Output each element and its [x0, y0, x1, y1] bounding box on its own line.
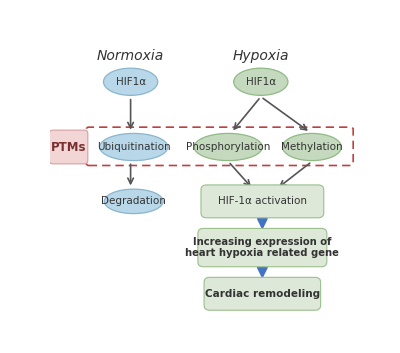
Text: Methylation: Methylation: [281, 142, 343, 152]
Text: Cardiac remodeling: Cardiac remodeling: [205, 289, 320, 299]
FancyBboxPatch shape: [49, 130, 88, 164]
Text: PTMs: PTMs: [51, 140, 86, 154]
Text: HIF-1α activation: HIF-1α activation: [218, 196, 307, 207]
Text: Phosphorylation: Phosphorylation: [186, 142, 270, 152]
Text: Increasing expression of
heart hypoxia related gene: Increasing expression of heart hypoxia r…: [186, 237, 339, 258]
Ellipse shape: [282, 133, 341, 161]
Ellipse shape: [100, 133, 168, 161]
Text: Degradation: Degradation: [101, 196, 166, 207]
Text: HIF1α: HIF1α: [116, 77, 146, 87]
Ellipse shape: [234, 68, 288, 95]
FancyBboxPatch shape: [201, 185, 324, 218]
Ellipse shape: [194, 133, 262, 161]
Text: Normoxia: Normoxia: [97, 49, 164, 63]
FancyBboxPatch shape: [198, 228, 327, 267]
FancyBboxPatch shape: [204, 277, 321, 310]
Text: Hypoxia: Hypoxia: [232, 49, 289, 63]
Ellipse shape: [104, 189, 163, 214]
Text: HIF1α: HIF1α: [246, 77, 276, 87]
Ellipse shape: [104, 68, 158, 95]
Text: Ubiquitination: Ubiquitination: [97, 142, 170, 152]
